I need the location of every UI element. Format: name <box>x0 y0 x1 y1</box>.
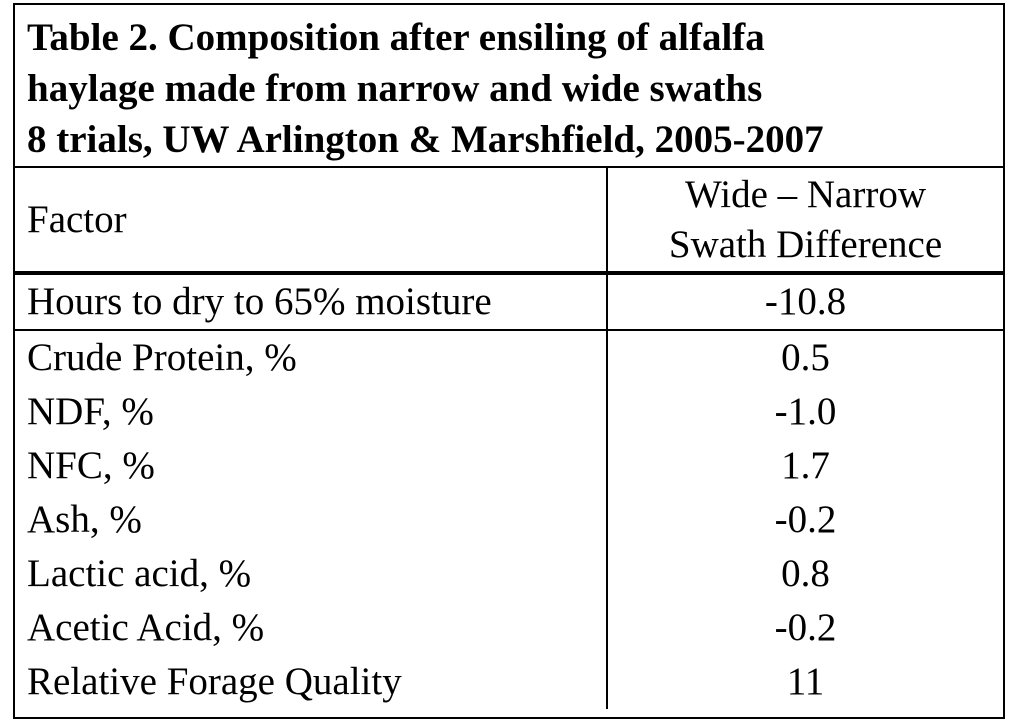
caption-line-3: 8 trials, UW Arlington & Marshfield, 200… <box>27 118 824 161</box>
difference-cell: 0.5 <box>781 336 830 379</box>
table-row: NDF, % -1.0 <box>15 385 1003 439</box>
factor-cell: Ash, % <box>15 493 608 547</box>
difference-cell: -0.2 <box>774 498 837 541</box>
caption-line-1: Table 2. Composition after ensiling of a… <box>27 16 765 59</box>
table-caption: Table 2. Composition after ensiling of a… <box>15 5 1003 168</box>
factor-cell: Crude Protein, % <box>15 330 608 385</box>
factor-cell: NFC, % <box>15 439 608 493</box>
table-row: Crude Protein, % 0.5 <box>15 330 1003 385</box>
difference-cell: -1.0 <box>774 390 837 433</box>
factor-cell: Acetic Acid, % <box>15 601 608 655</box>
table-frame: Table 2. Composition after ensiling of a… <box>13 3 1005 719</box>
table-row: Ash, % -0.2 <box>15 493 1003 547</box>
difference-cell: -0.2 <box>774 606 837 649</box>
header-difference-line-2: Swath Difference <box>668 222 943 266</box>
table-row: Hours to dry to 65% moisture -10.8 <box>15 273 1003 331</box>
table-row: Acetic Acid, % -0.2 <box>15 601 1003 655</box>
factor-cell: Lactic acid, % <box>15 547 608 601</box>
table-row: NFC, % 1.7 <box>15 439 1003 493</box>
header-factor: Factor <box>15 168 608 275</box>
difference-cell: 1.7 <box>781 444 830 487</box>
header-difference-line-1: Wide – Narrow <box>684 172 926 216</box>
difference-cell: -10.8 <box>607 273 1003 331</box>
difference-cell: 11 <box>786 660 825 703</box>
header-difference: Wide – Narrow Swath Difference <box>607 168 1003 275</box>
table-row: Lactic acid, % 0.8 <box>15 547 1003 601</box>
factor-cell: NDF, % <box>15 385 608 439</box>
difference-cell: 0.8 <box>781 552 830 595</box>
table-row: Relative Forage Quality 11 <box>15 655 1003 709</box>
caption-line-2: haylage made from narrow and wide swaths <box>27 67 763 110</box>
factor-cell: Hours to dry to 65% moisture <box>15 273 608 331</box>
header-row: Factor Wide – Narrow Swath Difference <box>15 168 1003 275</box>
composition-table: Factor Wide – Narrow Swath Difference Ho… <box>15 168 1003 709</box>
factor-cell: Relative Forage Quality <box>15 655 608 709</box>
